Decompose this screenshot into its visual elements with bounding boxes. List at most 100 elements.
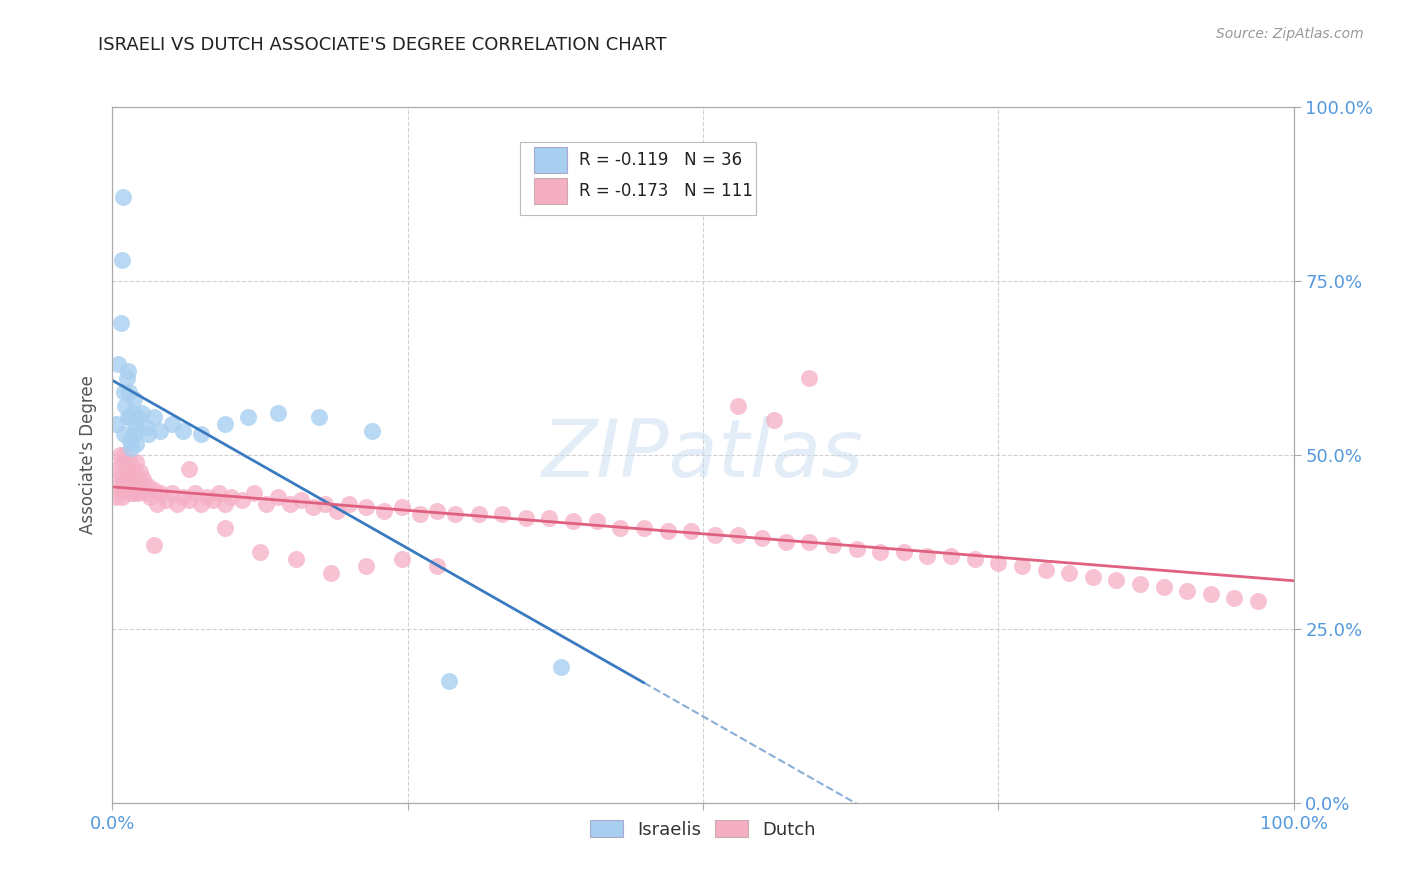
Point bbox=[550, 660, 572, 674]
Point bbox=[214, 417, 236, 431]
Point bbox=[136, 479, 159, 493]
Point bbox=[111, 490, 134, 504]
Point bbox=[373, 503, 395, 517]
Point bbox=[278, 497, 301, 511]
Point bbox=[112, 475, 135, 490]
Point bbox=[326, 503, 349, 517]
Point bbox=[107, 358, 129, 372]
Point bbox=[127, 475, 149, 490]
Point bbox=[267, 490, 290, 504]
Point bbox=[467, 507, 489, 521]
Point bbox=[114, 468, 136, 483]
Point bbox=[238, 409, 260, 424]
Point bbox=[111, 455, 134, 469]
Point bbox=[142, 538, 165, 552]
Point bbox=[139, 490, 162, 504]
Point bbox=[391, 552, 413, 566]
Point bbox=[437, 674, 460, 689]
Point bbox=[821, 538, 844, 552]
Point bbox=[195, 490, 218, 504]
Point bbox=[142, 483, 165, 497]
Point bbox=[105, 417, 128, 431]
Point bbox=[135, 420, 157, 434]
Point bbox=[1223, 591, 1246, 605]
Point bbox=[408, 507, 430, 521]
Point bbox=[356, 500, 378, 514]
Point bbox=[799, 534, 821, 549]
Point bbox=[681, 524, 703, 539]
Point bbox=[160, 417, 183, 431]
Point bbox=[110, 316, 132, 330]
Point bbox=[1035, 563, 1057, 577]
Point bbox=[172, 490, 194, 504]
Point bbox=[107, 479, 129, 493]
Point bbox=[114, 399, 136, 413]
Point bbox=[184, 486, 207, 500]
Point bbox=[125, 483, 148, 497]
Point bbox=[127, 486, 149, 500]
Point bbox=[125, 437, 148, 451]
Point bbox=[775, 534, 797, 549]
FancyBboxPatch shape bbox=[520, 142, 756, 215]
Point bbox=[115, 479, 138, 493]
Text: R = -0.119   N = 36: R = -0.119 N = 36 bbox=[579, 151, 742, 169]
Point bbox=[1105, 573, 1128, 587]
Point bbox=[117, 364, 139, 378]
Point bbox=[125, 420, 148, 434]
Point bbox=[108, 448, 131, 462]
Point bbox=[208, 486, 231, 500]
Point bbox=[633, 521, 655, 535]
Point bbox=[179, 493, 201, 508]
Point bbox=[115, 371, 138, 385]
Point bbox=[1175, 583, 1198, 598]
Point bbox=[155, 493, 177, 508]
Point bbox=[727, 528, 749, 542]
Point bbox=[1011, 559, 1033, 574]
Point bbox=[939, 549, 962, 563]
Point bbox=[426, 559, 449, 574]
Point bbox=[1247, 594, 1270, 608]
Point bbox=[132, 472, 155, 486]
Point bbox=[120, 455, 142, 469]
Point bbox=[127, 409, 149, 424]
Point bbox=[125, 455, 148, 469]
Point bbox=[1081, 570, 1104, 584]
Point bbox=[356, 559, 378, 574]
Text: Source: ZipAtlas.com: Source: ZipAtlas.com bbox=[1216, 27, 1364, 41]
Point bbox=[120, 434, 142, 448]
Point bbox=[120, 409, 142, 424]
Point bbox=[562, 514, 585, 528]
Point bbox=[314, 497, 336, 511]
Point bbox=[249, 545, 271, 559]
Point bbox=[243, 486, 266, 500]
Point bbox=[319, 566, 342, 581]
Point bbox=[214, 497, 236, 511]
Text: R = -0.173   N = 111: R = -0.173 N = 111 bbox=[579, 182, 752, 200]
Point bbox=[727, 399, 749, 413]
Point bbox=[105, 462, 128, 476]
Point bbox=[391, 500, 413, 514]
Point bbox=[1129, 576, 1152, 591]
Point bbox=[491, 507, 513, 521]
Point bbox=[845, 541, 868, 556]
Point bbox=[122, 392, 145, 407]
Point bbox=[117, 409, 139, 424]
Point bbox=[146, 497, 169, 511]
Point bbox=[284, 552, 307, 566]
Point bbox=[609, 521, 631, 535]
Point bbox=[105, 490, 128, 504]
Point bbox=[122, 486, 145, 500]
Point bbox=[120, 486, 142, 500]
Point bbox=[149, 424, 172, 438]
Point bbox=[190, 497, 212, 511]
Point bbox=[893, 545, 915, 559]
Point bbox=[762, 413, 785, 427]
Point bbox=[131, 479, 153, 493]
Point bbox=[917, 549, 939, 563]
Point bbox=[190, 427, 212, 442]
Point bbox=[166, 497, 188, 511]
Bar bbox=[534, 146, 567, 173]
Point bbox=[112, 483, 135, 497]
Point bbox=[657, 524, 679, 539]
Point bbox=[201, 493, 224, 508]
